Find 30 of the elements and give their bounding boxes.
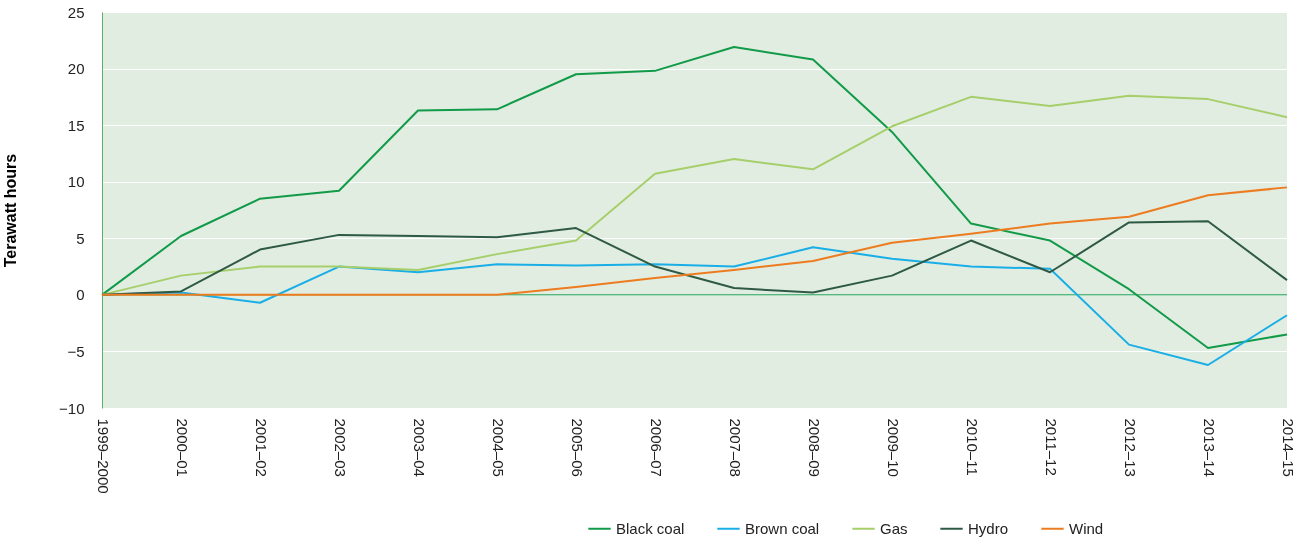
x-tick-label: 2007–08 bbox=[726, 418, 744, 477]
x-tick-label: 2010–11 bbox=[963, 418, 981, 476]
x-tick-label: 2000–01 bbox=[173, 418, 191, 477]
x-tick-label: 2014–15 bbox=[1279, 418, 1297, 477]
x-tick-label: 2006–07 bbox=[647, 418, 665, 477]
x-tick-label: 2008–09 bbox=[805, 418, 823, 477]
y-tick-label: 0 bbox=[76, 286, 85, 304]
x-tick-label: 2004–05 bbox=[489, 418, 507, 477]
y-tick-label: 20 bbox=[67, 60, 85, 78]
legend-label: Black coal bbox=[616, 519, 685, 537]
x-tick-label: 2002–03 bbox=[331, 418, 349, 477]
x-tick-label: 2011–12 bbox=[1042, 418, 1060, 476]
y-tick-label: −10 bbox=[59, 399, 85, 417]
legend-label: Gas bbox=[880, 519, 908, 537]
x-tick-label: 2003–04 bbox=[410, 418, 428, 477]
x-tick-label: 2009–10 bbox=[884, 418, 902, 477]
y-axis-title: Terawatt hours bbox=[2, 153, 20, 268]
legend-label: Brown coal bbox=[745, 519, 820, 537]
x-tick-label: 2012–13 bbox=[1121, 418, 1139, 477]
y-tick-label: 15 bbox=[67, 116, 85, 134]
legend-label: Wind bbox=[1069, 519, 1104, 537]
x-tick-label: 1999–2000 bbox=[94, 418, 112, 494]
x-tick-label: 2001–02 bbox=[252, 418, 270, 477]
x-tick-label: 2013–14 bbox=[1200, 418, 1218, 477]
y-tick-label: −5 bbox=[67, 342, 85, 360]
y-tick-label: 10 bbox=[67, 173, 85, 191]
legend-label: Hydro bbox=[968, 519, 1009, 537]
y-tick-label: 5 bbox=[76, 229, 85, 247]
y-tick-label: 25 bbox=[67, 3, 85, 21]
x-tick-label: 2005–06 bbox=[568, 418, 586, 477]
